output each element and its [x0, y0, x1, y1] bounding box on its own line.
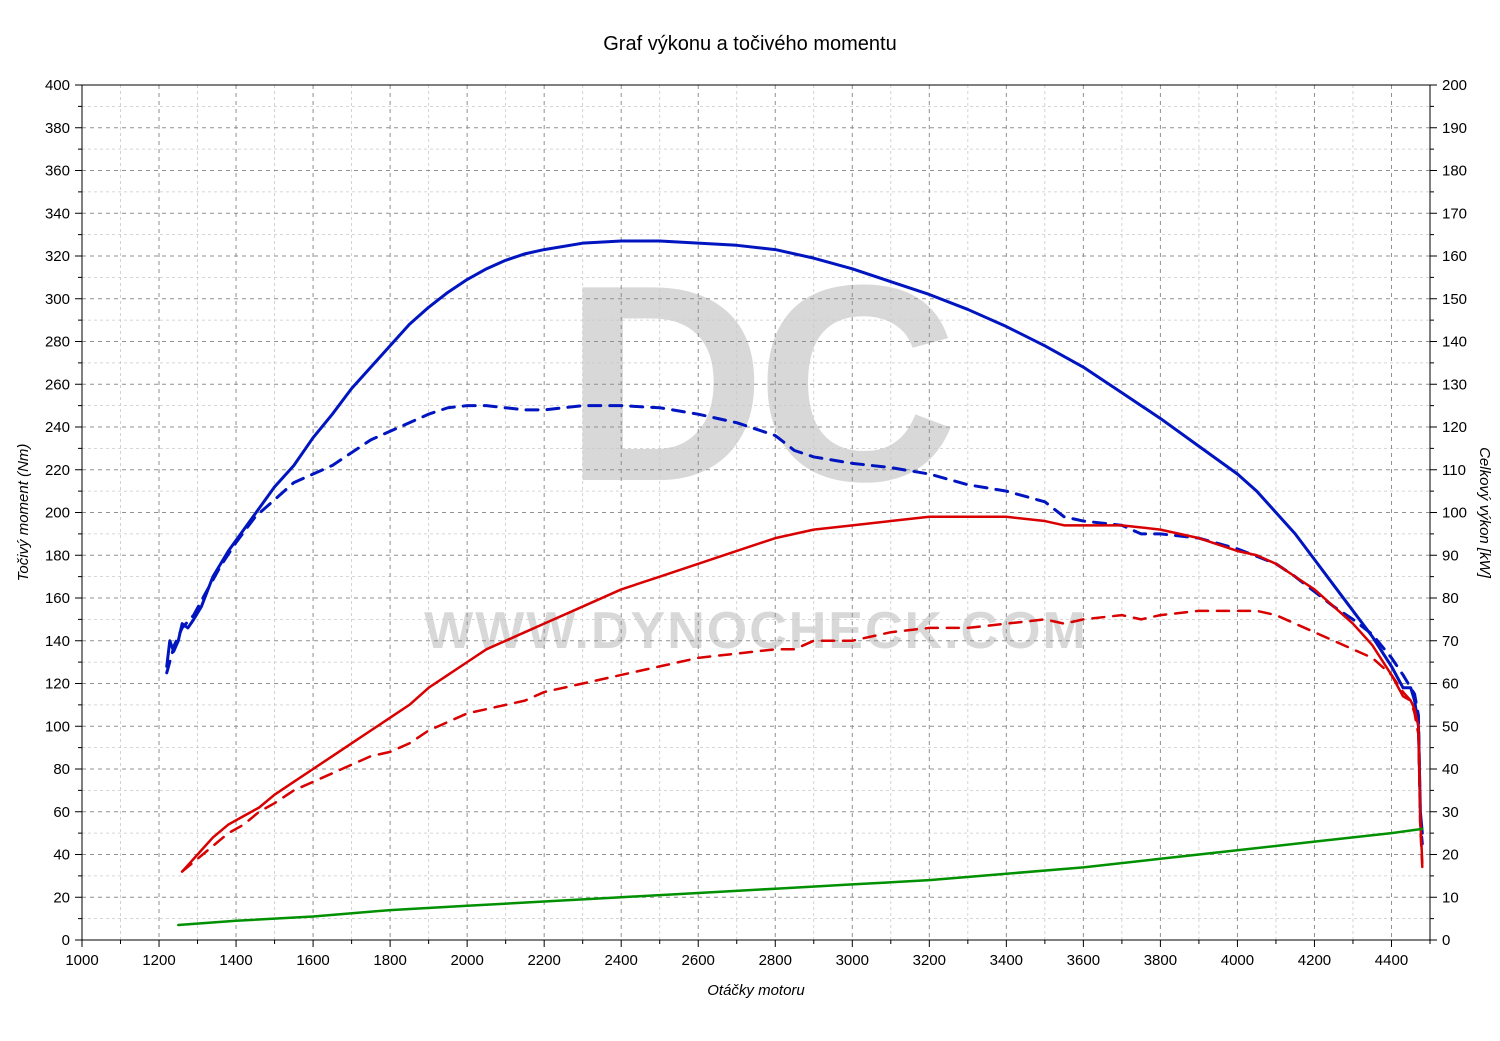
svg-text:300: 300	[45, 291, 70, 308]
svg-text:190: 190	[1442, 120, 1467, 137]
svg-text:150: 150	[1442, 291, 1467, 308]
svg-text:120: 120	[1442, 419, 1467, 436]
svg-text:110: 110	[1442, 462, 1466, 479]
svg-text:4400: 4400	[1375, 952, 1408, 969]
svg-text:WWW.DYNOCHECK.COM: WWW.DYNOCHECK.COM	[424, 602, 1088, 660]
svg-text:20: 20	[1442, 847, 1459, 864]
svg-text:360: 360	[45, 163, 70, 180]
svg-text:0: 0	[62, 932, 70, 949]
svg-text:1200: 1200	[142, 952, 175, 969]
svg-text:3000: 3000	[836, 952, 869, 969]
svg-text:90: 90	[1442, 547, 1459, 564]
svg-text:140: 140	[45, 633, 70, 650]
x-axis-label: Otáčky motoru	[707, 982, 805, 999]
svg-text:220: 220	[45, 462, 70, 479]
svg-text:180: 180	[1442, 163, 1467, 180]
svg-text:400: 400	[45, 77, 70, 94]
svg-text:1800: 1800	[373, 952, 406, 969]
svg-text:2200: 2200	[527, 952, 560, 969]
svg-text:3200: 3200	[913, 952, 946, 969]
svg-text:40: 40	[53, 847, 70, 864]
svg-text:2000: 2000	[450, 952, 483, 969]
svg-text:130: 130	[1442, 376, 1467, 393]
svg-text:60: 60	[53, 804, 70, 821]
svg-text:70: 70	[1442, 633, 1459, 650]
svg-text:380: 380	[45, 120, 70, 137]
svg-text:30: 30	[1442, 804, 1459, 821]
y-left-axis-label: Točivý moment (Nm)	[15, 444, 32, 582]
svg-text:1600: 1600	[296, 952, 329, 969]
grid	[82, 85, 1430, 940]
svg-text:170: 170	[1442, 205, 1467, 222]
svg-text:100: 100	[1442, 505, 1467, 522]
svg-text:2400: 2400	[605, 952, 638, 969]
svg-text:2800: 2800	[759, 952, 792, 969]
svg-text:200: 200	[1442, 77, 1467, 94]
dyno-chart: DCWWW.DYNOCHECK.COM100012001400160018002…	[0, 0, 1500, 1041]
svg-text:2600: 2600	[682, 952, 715, 969]
chart-title: Graf výkonu a točivého momentu	[603, 33, 896, 55]
svg-text:320: 320	[45, 248, 70, 265]
svg-text:160: 160	[45, 590, 70, 607]
svg-text:120: 120	[45, 676, 70, 693]
svg-text:20: 20	[53, 889, 70, 906]
svg-text:100: 100	[45, 718, 70, 735]
svg-text:50: 50	[1442, 718, 1459, 735]
svg-text:1400: 1400	[219, 952, 252, 969]
svg-text:3400: 3400	[990, 952, 1023, 969]
svg-text:40: 40	[1442, 761, 1459, 778]
svg-text:3600: 3600	[1067, 952, 1100, 969]
svg-text:200: 200	[45, 505, 70, 522]
svg-text:3800: 3800	[1144, 952, 1177, 969]
svg-text:260: 260	[45, 376, 70, 393]
svg-text:4200: 4200	[1298, 952, 1331, 969]
svg-text:80: 80	[1442, 590, 1459, 607]
svg-text:0: 0	[1442, 932, 1450, 949]
svg-text:80: 80	[53, 761, 70, 778]
svg-text:60: 60	[1442, 676, 1459, 693]
svg-text:140: 140	[1442, 334, 1467, 351]
y-right-axis-label: Celkový výkon [kW]	[1476, 447, 1493, 579]
svg-text:1000: 1000	[65, 952, 98, 969]
svg-text:180: 180	[45, 547, 70, 564]
svg-text:280: 280	[45, 334, 70, 351]
svg-text:DC: DC	[564, 228, 953, 540]
svg-text:4000: 4000	[1221, 952, 1254, 969]
svg-text:10: 10	[1442, 889, 1459, 906]
svg-text:240: 240	[45, 419, 70, 436]
svg-text:160: 160	[1442, 248, 1467, 265]
svg-text:340: 340	[45, 205, 70, 222]
